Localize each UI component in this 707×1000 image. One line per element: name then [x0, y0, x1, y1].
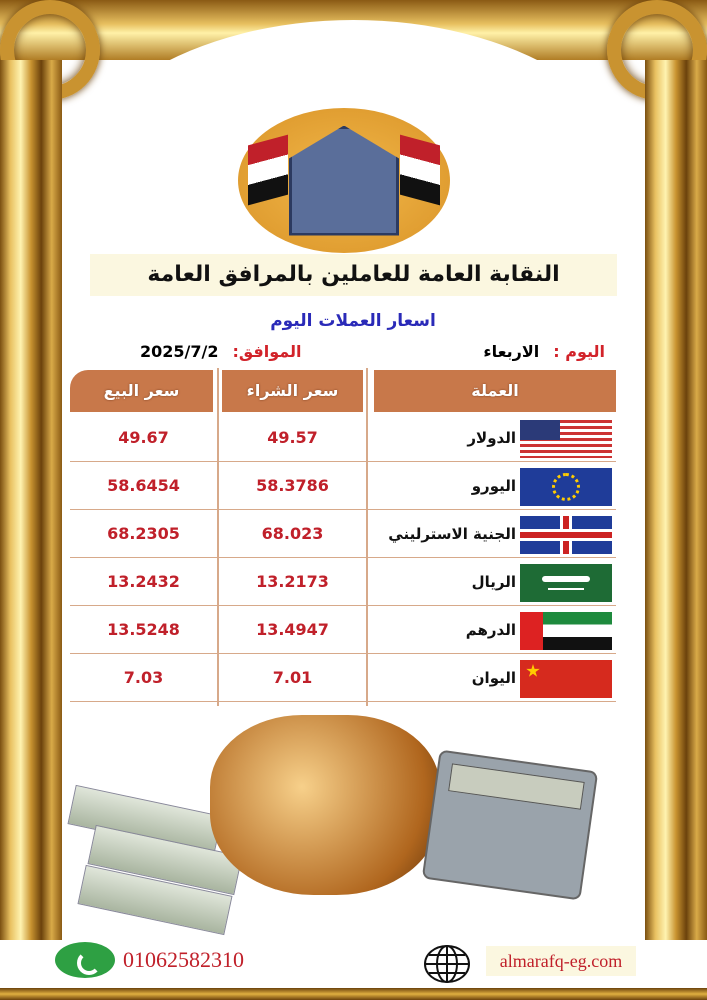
currency-name: الدولار	[467, 429, 516, 447]
currency-name: الجنية الاسترليني	[388, 525, 516, 543]
gold-pot-image	[210, 715, 440, 895]
table-row: 7.03 7.01 اليوان	[70, 654, 616, 702]
divider	[217, 368, 219, 706]
sell-price: 68.2305	[107, 524, 180, 543]
currency-table: سعر البيع سعر الشراء العملة 49.67 49.57 ال…	[70, 368, 616, 706]
date-group: الموافق: 2025/7/2	[140, 342, 302, 361]
eu-flag-icon	[520, 468, 612, 506]
day-value: الاربعاء	[483, 341, 540, 361]
contact-phone: 01062582310	[55, 942, 244, 978]
frame-bottom	[0, 988, 707, 1000]
table-row: 49.67 49.57 الدولار	[70, 414, 616, 462]
currency-name: اليوان	[471, 669, 516, 687]
phone-number[interactable]: 01062582310	[123, 947, 244, 972]
table-row: 58.6454 58.3786 اليورو	[70, 462, 616, 510]
buy-price: 58.3786	[256, 476, 329, 495]
table-row: 13.2432 13.2173 الريال	[70, 558, 616, 606]
uae-flag-icon	[520, 612, 612, 650]
egypt-flag-icon	[248, 134, 288, 206]
sell-price: 49.67	[118, 428, 169, 447]
date-value: 2025/7/2	[140, 341, 219, 361]
date-row: اليوم : الاربعاء الموافق: 2025/7/2	[100, 338, 605, 364]
sell-price: 58.6454	[107, 476, 180, 495]
currency-name: الريال	[471, 573, 516, 591]
page-subtitle: اسعار العملات اليوم	[270, 311, 436, 331]
china-flag-icon	[520, 660, 612, 698]
table-row: 68.2305 68.023 الجنية الاسترليني	[70, 510, 616, 558]
sell-price: 7.03	[123, 668, 164, 687]
date-label: الموافق:	[232, 341, 302, 361]
whatsapp-icon	[55, 942, 115, 978]
buy-price: 7.01	[272, 668, 313, 687]
header-sell: سعر البيع	[70, 370, 213, 412]
sell-price: 13.2432	[107, 572, 180, 591]
us-flag-icon	[520, 420, 612, 458]
egypt-flag-icon	[400, 134, 440, 206]
buy-price: 13.4947	[256, 620, 329, 639]
currency-name: الدرهم	[465, 621, 516, 639]
divider	[366, 368, 368, 706]
table-row: 13.5248 13.4947 الدرهم	[70, 606, 616, 654]
globe-icon	[424, 945, 470, 983]
calculator-image	[421, 749, 599, 901]
day-group: اليوم : الاربعاء	[483, 342, 605, 361]
buy-price: 13.2173	[256, 572, 329, 591]
saudi-flag-icon	[520, 564, 612, 602]
uk-flag-icon	[520, 516, 612, 554]
currency-name: اليورو	[471, 477, 516, 495]
frame-column-left	[0, 60, 62, 940]
header-buy: سعر الشراء	[222, 370, 363, 412]
org-title: النقابة العامة للعاملين بالمرافق العامة	[90, 254, 617, 296]
buy-price: 68.023	[261, 524, 324, 543]
header-currency: العملة	[374, 370, 616, 412]
day-label: اليوم :	[553, 341, 605, 361]
frame-column-right	[645, 60, 707, 940]
sell-price: 13.5248	[107, 620, 180, 639]
website-link[interactable]: almarafq-eg.com	[486, 946, 636, 976]
buy-price: 49.57	[267, 428, 318, 447]
